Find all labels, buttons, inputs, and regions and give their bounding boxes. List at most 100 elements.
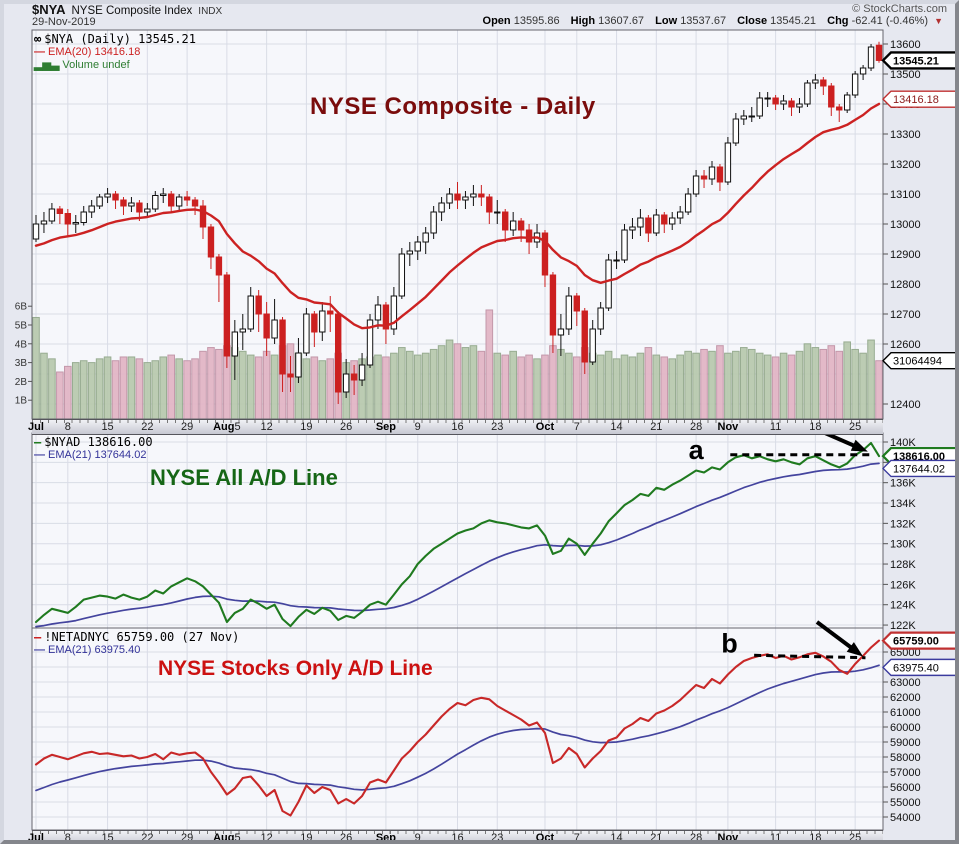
chg-dropdown-icon[interactable]: ▼ [934, 16, 943, 26]
x-axis-tick-label: 26 [340, 421, 353, 433]
symbol-label: $NYA [32, 2, 66, 17]
legend-row: — EMA(21) 63975.40 [34, 644, 239, 657]
line-swatch-icon: — [34, 449, 45, 461]
legend-label: $NYA (Daily) 13545.21 [44, 32, 196, 46]
x-axis-tick-label: 22 [141, 421, 154, 433]
x-axis-tick-label: 28 [689, 421, 703, 433]
y-axis-tick-label: 126K [890, 579, 916, 591]
open-value: 13595.86 [513, 15, 560, 27]
volume-bars-icon: ▂▅▃ [34, 59, 60, 71]
x-axis-tick-label: Aug5 [213, 832, 241, 844]
open-label: Open [482, 15, 511, 27]
x-axis-tick-label: 21 [650, 421, 663, 433]
legend-row: ▂▅▃ Volume undef [34, 59, 196, 72]
price-panel: 1360013500134001330013200131001300012900… [15, 29, 959, 420]
x-axis-tick-label: 18 [809, 832, 822, 844]
y-axis-tick-label: 60000 [890, 722, 921, 734]
y-axis-tick-label: 13200 [890, 159, 921, 171]
y-axis-tick-label: 13500 [890, 69, 921, 81]
x-axis-tick-label: 19 [300, 832, 313, 844]
x-axis-tick-label: Oct [535, 421, 555, 433]
x-axis-tick-label: 22 [141, 832, 154, 844]
x-axis-tick-label: Sep [375, 832, 397, 844]
price-panel-title: NYSE Composite - Daily [310, 93, 596, 120]
y-axis-tick-label: 12700 [890, 309, 921, 321]
x-axis-tick-label: 9 [414, 421, 421, 433]
y-axis-tick-label: 62000 [890, 692, 921, 704]
x-axis-tick-label: 8 [64, 421, 71, 433]
annotation-letter: b [721, 628, 738, 658]
legend-label: EMA(20) 13416.18 [48, 46, 141, 58]
low-label: Low [655, 15, 678, 27]
close-label: Close [737, 15, 768, 27]
x-axis-tick-label: 29 [180, 832, 194, 844]
x-axis-tick-label: 29 [180, 421, 194, 433]
x-axis-tick-label: 14 [610, 832, 623, 844]
inspect-icon: ∞ [34, 32, 42, 46]
chg-label: Chg [827, 15, 849, 27]
legend-row: — EMA(21) 137644.02 [34, 449, 153, 462]
legend-label: Volume undef [62, 59, 130, 71]
x-axis-tick-label: Nov [717, 421, 739, 433]
legend-row: ∞ $NYA (Daily) 13545.21 [34, 33, 196, 46]
x-axis-tick-label: 26 [340, 832, 353, 844]
axis-price-tag: 13416.18 [882, 90, 958, 108]
close-value: 13545.21 [770, 15, 817, 27]
ema21-line [35, 664, 880, 792]
axis-price-tag: 13545.21 [881, 51, 959, 70]
x-axis-tick-label: 21 [650, 832, 663, 844]
y-axis-tick-label: 140K [890, 437, 916, 449]
volume-axis-label: 4B [15, 339, 28, 350]
y-axis-tick-label: 12900 [890, 249, 921, 261]
legend-row: — EMA(20) 13416.18 [34, 46, 196, 59]
y-axis-tick-label: 136K [890, 478, 916, 490]
x-axis-tick-label: 15 [101, 421, 114, 433]
ohlc-readout: Open 13595.86 High 13607.67 Low 13537.67… [475, 15, 943, 27]
svg-text:31064494: 31064494 [893, 356, 942, 368]
x-axis-tick-label: Jul [28, 421, 44, 433]
ema21-line [35, 462, 880, 628]
x-axis-strip-bottom: Jul 8 15 22 29 Aug5 12 19 26 Sep 9 16 23 Oct 7 14 21 28 No… [28, 830, 883, 844]
y-axis-tick-label: 59000 [890, 737, 921, 749]
y-axis-tick-label: 61000 [890, 707, 921, 719]
axis-price-tag: 63975.40 [882, 658, 958, 677]
y-axis-tick-label: 128K [890, 559, 916, 571]
annotation-b: b [721, 620, 866, 660]
line-swatch-icon: — [34, 630, 42, 644]
volume-axis-label: 3B [15, 358, 28, 369]
legend-row: — !NETADNYC 65759.00 (27 Nov) [34, 631, 239, 644]
price-panel-legend: ∞ $NYA (Daily) 13545.21— EMA(20) 13416.18 ▂… [34, 33, 196, 72]
x-axis-tick-label: 8 [64, 832, 71, 844]
volume-axis-label: 5B [15, 321, 28, 332]
y-axis-tick-label: 134K [890, 498, 916, 510]
header-row: $NYA NYSE Composite Index INDX [32, 2, 222, 17]
y-axis-tick-label: 58000 [890, 752, 921, 764]
legend-label: !NETADNYC 65759.00 (27 Nov) [44, 630, 240, 644]
y-axis-tick-label: 54000 [890, 812, 921, 824]
y-axis-tick-label: 132K [890, 518, 916, 530]
symbol-exchange: INDX [198, 6, 223, 17]
svg-text:13545.21: 13545.21 [893, 55, 939, 67]
y-axis-tick-label: 63000 [890, 677, 921, 689]
x-axis-tick-label: 15 [101, 832, 114, 844]
legend-label: $NYAD 138616.00 [44, 435, 153, 449]
y-axis-tick-label: 12800 [890, 279, 921, 291]
line-swatch-icon: — [34, 435, 42, 449]
chg-value: -62.41 (-0.46%) [851, 15, 929, 27]
stockcharts-credit: © StockCharts.com [852, 3, 947, 15]
y-axis-tick-label: 55000 [890, 797, 921, 809]
nyse-stocks-only-ad-line-panel: 6500064000630006200061000600005900058000… [31, 620, 959, 831]
y-axis-tick-label: 12600 [890, 339, 921, 351]
x-axis-tick-label: 16 [451, 832, 464, 844]
x-axis-tick-label: 16 [451, 421, 464, 433]
x-axis-tick-label: Nov [717, 832, 739, 844]
x-axis-tick-label: 28 [689, 832, 703, 844]
high-value: 13607.67 [598, 15, 645, 27]
candlesticks [32, 41, 883, 404]
ad-line [34, 639, 881, 817]
y-axis-tick-label: 124K [890, 600, 916, 612]
y-axis-tick-label: 12400 [890, 399, 921, 411]
x-axis-tick-label: 14 [610, 421, 623, 433]
line-swatch-icon: — [34, 46, 45, 58]
ad-line [34, 441, 881, 628]
